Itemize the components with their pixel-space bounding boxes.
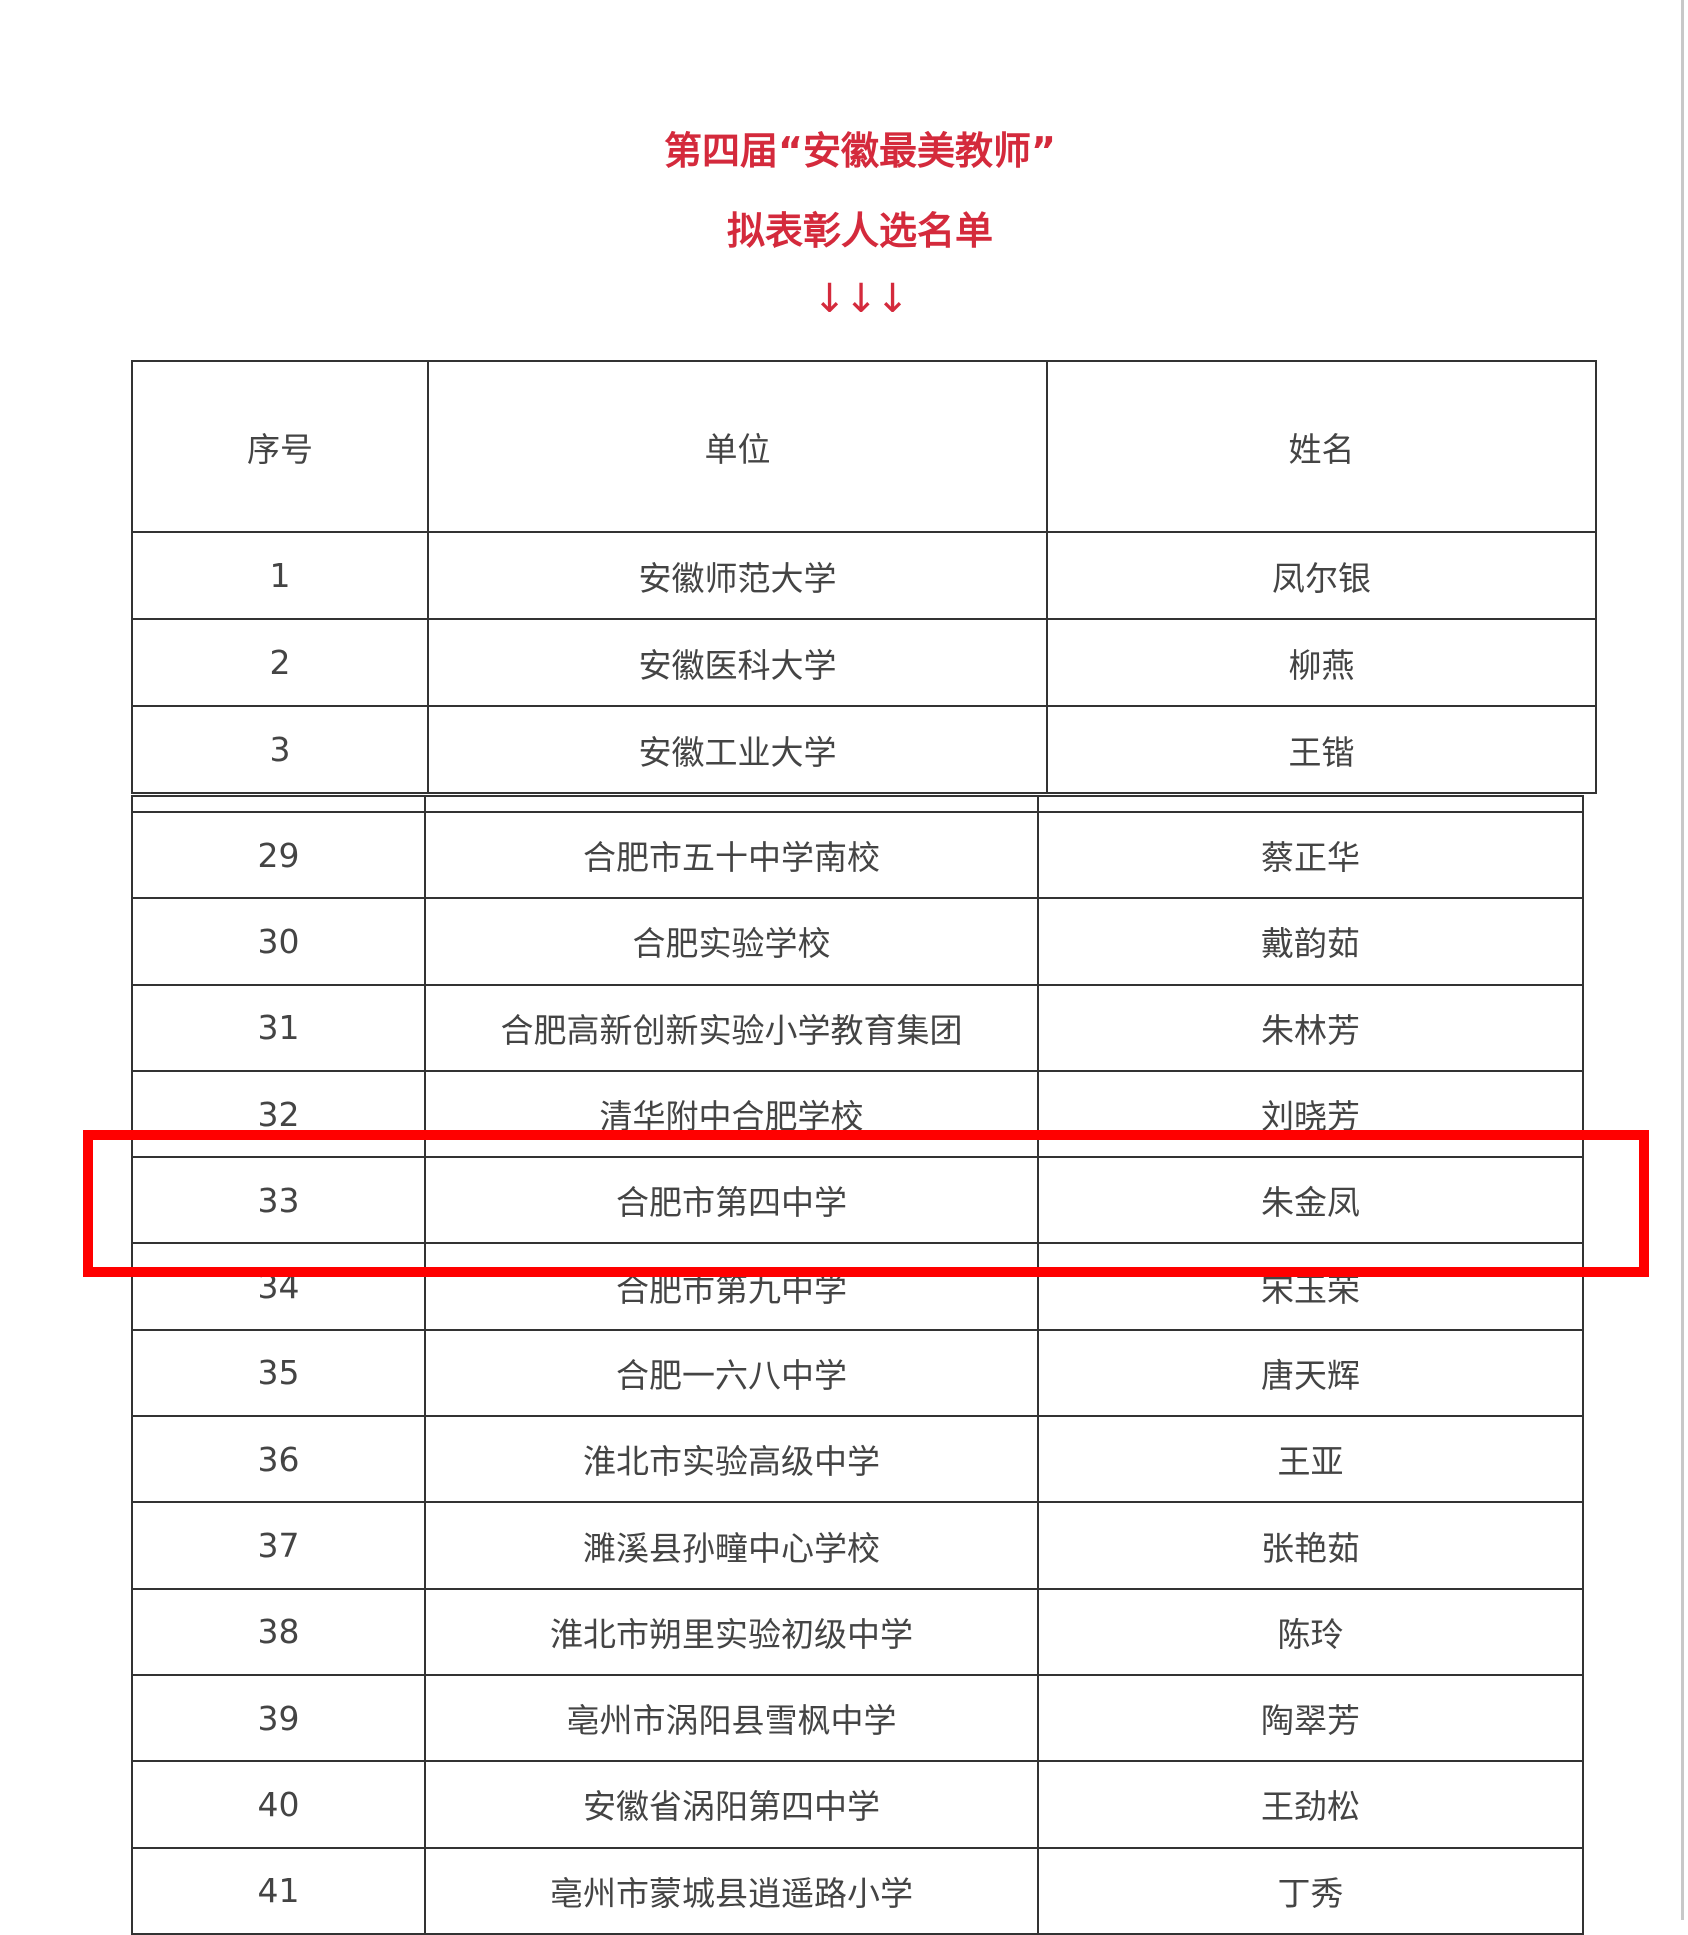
cell-name: 王锴 bbox=[1046, 705, 1597, 794]
cell-unit: 清华附中合肥学校 bbox=[424, 1069, 1039, 1159]
cell-unit: 淮北市实验高级中学 bbox=[424, 1415, 1039, 1504]
cell-index: 30 bbox=[131, 897, 426, 986]
table-row: 38 淮北市朔里实验初级中学 陈玲 bbox=[131, 1587, 1584, 1676]
cell-unit: 合肥实验学校 bbox=[424, 897, 1039, 986]
cell-index: 1 bbox=[131, 531, 429, 620]
cell-index: 32 bbox=[131, 1069, 426, 1159]
table-row: 29 合肥市五十中学南校 蔡正华 bbox=[131, 810, 1584, 900]
table-row: 30 合肥实验学校 戴韵茹 bbox=[131, 897, 1584, 986]
table-row-fragment bbox=[131, 795, 1584, 813]
highlight-box bbox=[83, 1130, 1649, 1277]
table-header: 序号 单位 姓名 bbox=[131, 360, 1597, 533]
cell-index: 29 bbox=[131, 810, 426, 900]
cell-index: 41 bbox=[131, 1846, 426, 1935]
cell-unit: 安徽医科大学 bbox=[427, 618, 1048, 707]
title-line-1: 第四届“安徽最美教师” bbox=[664, 129, 1056, 173]
cell-index: 31 bbox=[131, 983, 426, 1072]
cell-name: 唐天辉 bbox=[1037, 1328, 1584, 1418]
title-line-2: 拟表彰人选名单 bbox=[726, 209, 993, 253]
cell-name: 王劲松 bbox=[1037, 1760, 1584, 1849]
cell-unit: 安徽师范大学 bbox=[427, 531, 1048, 620]
table-row: 3 安徽工业大学 王锴 bbox=[131, 705, 1597, 794]
table-row: 34 合肥市第九中学 宋玉荣 bbox=[131, 1242, 1584, 1331]
cell-unit: 合肥市五十中学南校 bbox=[424, 810, 1039, 900]
cell-unit: 合肥市第九中学 bbox=[424, 1242, 1039, 1331]
header-name: 姓名 bbox=[1046, 360, 1597, 533]
list-table-top: 序号 单位 姓名 1 安徽师范大学 凤尔银 2 安徽医科大学 柳燕 3 安徽工业大学 王锴 bbox=[131, 360, 1597, 794]
down-arrows-icon: ↓↓↓ bbox=[812, 276, 910, 322]
cell-index: 3 bbox=[131, 705, 429, 794]
table-row: 33 合肥市第四中学 朱金凤 bbox=[131, 1156, 1584, 1245]
cell-index: 33 bbox=[131, 1156, 426, 1245]
cell-unit: 亳州市涡阳县雪枫中学 bbox=[424, 1673, 1039, 1763]
header-unit: 单位 bbox=[427, 360, 1048, 533]
cell-index: 36 bbox=[131, 1415, 426, 1504]
table-row: 31 合肥高新创新实验小学教育集团 朱林芳 bbox=[131, 983, 1584, 1072]
cell-name: 朱金凤 bbox=[1037, 1156, 1584, 1245]
cell-index: 37 bbox=[131, 1501, 426, 1590]
scrollbar[interactable] bbox=[1681, 0, 1684, 1920]
table-row: 36 淮北市实验高级中学 王亚 bbox=[131, 1415, 1584, 1504]
cell-unit: 濉溪县孙疃中心学校 bbox=[424, 1501, 1039, 1590]
table-row: 39 亳州市涡阳县雪枫中学 陶翠芳 bbox=[131, 1673, 1584, 1763]
table-row: 32 清华附中合肥学校 刘晓芳 bbox=[131, 1069, 1584, 1159]
cell-name: 丁秀 bbox=[1037, 1846, 1584, 1935]
cell-unit: 合肥高新创新实验小学教育集团 bbox=[424, 983, 1039, 1072]
cell-unit: 安徽工业大学 bbox=[427, 705, 1048, 794]
cell-unit: 亳州市蒙城县逍遥路小学 bbox=[424, 1846, 1039, 1935]
cell-name: 陈玲 bbox=[1037, 1587, 1584, 1676]
cell-unit: 合肥一六八中学 bbox=[424, 1328, 1039, 1418]
table-row: 2 安徽医科大学 柳燕 bbox=[131, 618, 1597, 707]
header-index: 序号 bbox=[131, 360, 429, 533]
list-table-bottom: 29 合肥市五十中学南校 蔡正华 30 合肥实验学校 戴韵茹 31 合肥高新创新实验小学教育集… bbox=[131, 795, 1584, 1935]
cell-name: 柳燕 bbox=[1046, 618, 1597, 707]
cell-unit: 合肥市第四中学 bbox=[424, 1156, 1039, 1245]
cell-index: 2 bbox=[131, 618, 429, 707]
cell-unit: 淮北市朔里实验初级中学 bbox=[424, 1587, 1039, 1676]
table-row: 37 濉溪县孙疃中心学校 张艳茹 bbox=[131, 1501, 1584, 1590]
cell-index: 35 bbox=[131, 1328, 426, 1418]
cell-unit: 安徽省涡阳第四中学 bbox=[424, 1760, 1039, 1849]
cell-name: 陶翠芳 bbox=[1037, 1673, 1584, 1763]
table-row: 41 亳州市蒙城县逍遥路小学 丁秀 bbox=[131, 1846, 1584, 1935]
cell-name: 蔡正华 bbox=[1037, 810, 1584, 900]
cell-name: 戴韵茹 bbox=[1037, 897, 1584, 986]
cell-name: 王亚 bbox=[1037, 1415, 1584, 1504]
cell-index: 39 bbox=[131, 1673, 426, 1763]
table-row: 1 安徽师范大学 凤尔银 bbox=[131, 531, 1597, 620]
cell-index: 38 bbox=[131, 1587, 426, 1676]
cell-name: 刘晓芳 bbox=[1037, 1069, 1584, 1159]
table-row: 40 安徽省涡阳第四中学 王劲松 bbox=[131, 1760, 1584, 1849]
cell-name: 凤尔银 bbox=[1046, 531, 1597, 620]
cell-index: 40 bbox=[131, 1760, 426, 1849]
table-row: 35 合肥一六八中学 唐天辉 bbox=[131, 1328, 1584, 1418]
cell-name: 张艳茹 bbox=[1037, 1501, 1584, 1590]
cell-name: 朱林芳 bbox=[1037, 983, 1584, 1072]
